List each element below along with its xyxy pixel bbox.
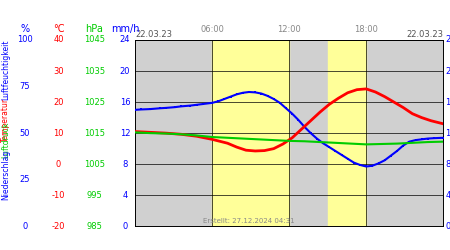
- Text: 1035: 1035: [84, 66, 105, 76]
- Text: Erstellt: 27.12.2024 04:31: Erstellt: 27.12.2024 04:31: [203, 218, 294, 224]
- Text: 75: 75: [19, 82, 30, 91]
- Text: 40: 40: [53, 36, 64, 44]
- Text: 16: 16: [446, 98, 450, 106]
- Text: 1015: 1015: [84, 128, 105, 138]
- Text: 1045: 1045: [84, 36, 105, 44]
- Text: 24: 24: [120, 36, 130, 44]
- Text: 4: 4: [122, 191, 128, 200]
- Text: 06:00: 06:00: [200, 25, 224, 34]
- Text: 22.03.23: 22.03.23: [406, 30, 443, 39]
- Text: 8: 8: [122, 160, 128, 169]
- Text: 100: 100: [17, 36, 32, 44]
- Text: 12:00: 12:00: [277, 25, 301, 34]
- Text: 985: 985: [86, 222, 103, 231]
- Text: 20: 20: [446, 66, 450, 76]
- Text: Luftfeuchtigkeit: Luftfeuchtigkeit: [1, 40, 10, 100]
- Text: °C: °C: [53, 24, 64, 34]
- Text: 1025: 1025: [84, 98, 105, 106]
- Text: 0: 0: [22, 222, 27, 231]
- Text: 8: 8: [446, 160, 450, 169]
- Bar: [212, 40, 289, 226]
- Text: 20: 20: [53, 98, 64, 106]
- Text: 995: 995: [86, 191, 103, 200]
- Text: 16: 16: [120, 98, 130, 106]
- Bar: [328, 40, 366, 226]
- Text: %: %: [20, 24, 29, 34]
- Text: 1005: 1005: [84, 160, 105, 169]
- Text: Temperatur: Temperatur: [1, 98, 10, 142]
- Text: -20: -20: [52, 222, 65, 231]
- Text: 12: 12: [446, 128, 450, 138]
- Text: 0: 0: [446, 222, 450, 231]
- Text: 4: 4: [446, 191, 450, 200]
- Text: 30: 30: [53, 66, 64, 76]
- Text: 20: 20: [120, 66, 130, 76]
- Text: 50: 50: [19, 128, 30, 138]
- Text: 10: 10: [53, 128, 64, 138]
- Text: hPa: hPa: [86, 24, 104, 34]
- Text: 0: 0: [122, 222, 128, 231]
- Text: -10: -10: [52, 191, 65, 200]
- Text: 12: 12: [120, 128, 130, 138]
- Text: Niederschlag: Niederschlag: [1, 150, 10, 200]
- Text: 18:00: 18:00: [354, 25, 378, 34]
- Text: mm/h: mm/h: [111, 24, 140, 34]
- Text: 25: 25: [19, 175, 30, 184]
- Text: Luftdruck: Luftdruck: [1, 122, 10, 158]
- Text: 22.03.23: 22.03.23: [135, 30, 172, 39]
- Text: 0: 0: [56, 160, 61, 169]
- Text: 24: 24: [446, 36, 450, 44]
